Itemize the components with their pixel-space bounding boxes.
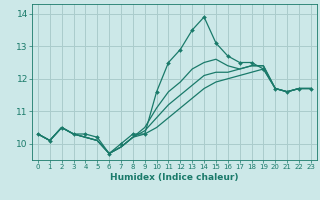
X-axis label: Humidex (Indice chaleur): Humidex (Indice chaleur) xyxy=(110,173,239,182)
